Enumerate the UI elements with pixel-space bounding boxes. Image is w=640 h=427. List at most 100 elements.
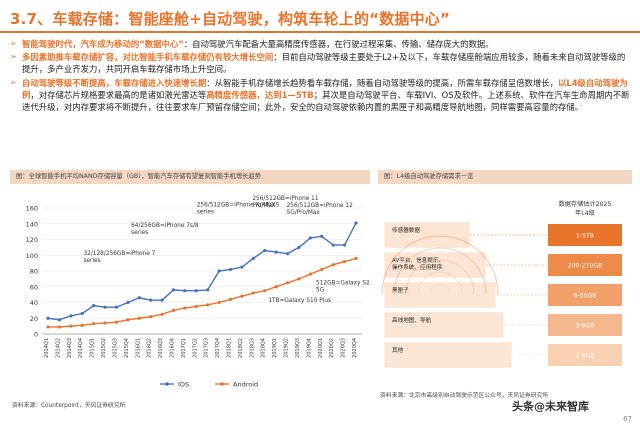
series-line: [48, 257, 357, 328]
annotation-label: 256/512GB=iPhone X/XR/XS: [197, 203, 280, 209]
y-tick-label: 120: [26, 236, 38, 244]
data-point: [137, 296, 141, 300]
x-tick-label: 2017Q2: [192, 338, 198, 358]
data-point: [320, 267, 324, 272]
y-tick-label: 160: [26, 205, 38, 213]
x-tick-label: 2020Q4: [352, 338, 358, 358]
bullet-head: 智能驾驶时代，汽车成为移动的“数据中心”: [22, 39, 184, 49]
data-point: [297, 277, 301, 281]
y-tick-label: 60: [30, 283, 38, 291]
data-point: [194, 304, 198, 309]
y-tick-label: 20: [30, 315, 38, 323]
data-point: [297, 245, 301, 249]
x-tick-label: 2015Q4: [124, 338, 130, 358]
arc-ring: [381, 235, 499, 295]
layer-label: AV平台、信息娱乐、: [392, 256, 444, 264]
x-tick-label: 2020Q1: [318, 338, 324, 358]
data-point: [354, 221, 358, 225]
data-point: [103, 321, 107, 325]
bullet-arrow-icon: ➢: [10, 77, 17, 87]
data-point: [320, 234, 324, 238]
x-tick-label: 2016Q4: [169, 338, 175, 358]
data-point: [92, 304, 96, 308]
left-source-note: 资料来源：Counterpoint，天风证券研究所: [12, 403, 126, 409]
annotation-label: series: [131, 230, 148, 236]
arc-ring: [393, 247, 487, 295]
data-point: [206, 288, 210, 292]
data-point: [171, 308, 176, 312]
data-point: [114, 320, 119, 324]
y-tick-label: 100: [26, 252, 38, 260]
data-point: [160, 298, 164, 302]
annotation-label: 64/256GB=iPhone 7s/8: [131, 223, 199, 229]
x-tick-label: 2016Q2: [147, 338, 153, 358]
layer-label: 高线地图、导航: [392, 316, 432, 324]
data-point: [126, 318, 130, 322]
bullet-body: ：自动驾驶汽车配备大量高精度传感器，在行驶过程采集、传输、储存庞大的数据。: [183, 39, 494, 49]
data-point: [137, 316, 141, 320]
x-tick-label: 2015Q2: [101, 338, 107, 358]
data-point: [160, 312, 164, 316]
data-point: [217, 300, 221, 305]
data-point: [194, 289, 198, 293]
diagram-title: 年L4级: [575, 209, 595, 217]
data-point: [149, 298, 153, 302]
data-point: [228, 297, 233, 301]
x-tick-label: 2020Q2: [329, 338, 335, 358]
bullet-body: ：目前自动驾驶等级主要处于L2+及以下，车载存储座舱端应用较多，随着未来自动驾驶…: [22, 52, 626, 75]
x-tick-label: 2014Q3: [67, 338, 73, 358]
annotation-label: Pro/Max: [252, 203, 276, 209]
y-tick-label: 0: [34, 331, 38, 339]
arc-ring: [405, 259, 475, 295]
data-point: [240, 265, 244, 269]
data-point: [103, 305, 107, 309]
annotation-label: 1TB=Galaxy S10 Plus: [268, 298, 331, 304]
bullet-body: ；其次是自动驾驶平台、车载IVI、OS及软件。上述系统、软件在汽车生命周期内不断…: [22, 89, 630, 113]
smartphone-storage-chart-panel: 图：全球智能手机平均NAND存储容量（GB），智能汽车存储有望复刻智能手机增长趋…: [10, 170, 370, 398]
y-tick-label: 140: [26, 220, 38, 228]
layer-value-box: [548, 254, 622, 276]
data-point: [171, 288, 176, 292]
data-point: [126, 300, 130, 305]
bullet-item: ➢ 多因素助推车载存储扩容，对比智能手机车载存储仍有较大增长空间：目前自动驾驶等…: [10, 51, 630, 75]
x-tick-label: 2017Q3: [204, 338, 210, 358]
layer-value-box: [548, 284, 622, 306]
y-tick-label: 40: [30, 299, 38, 307]
data-point: [69, 314, 73, 318]
data-point: [308, 272, 312, 276]
data-point: [46, 325, 50, 329]
page-number: 67: [623, 415, 632, 423]
x-tick-label: 2014Q1: [44, 338, 50, 358]
right-source-note: 资料来源：北京市高级别自动驾驶示范区公众号，天风证券研究所: [380, 393, 549, 399]
watermark: 头条@未来智库: [512, 400, 589, 413]
layer-value: 6-50GB: [573, 293, 596, 300]
annotation-label: 256/512GB=iPhone 12: [287, 203, 354, 209]
data-point: [263, 248, 267, 253]
x-tick-label: 2016Q1: [135, 338, 141, 358]
data-point: [183, 289, 187, 293]
title-divider: [0, 31, 640, 33]
data-point: [46, 316, 50, 320]
layer-value-box: [548, 224, 622, 246]
x-tick-label: 2018Q4: [261, 338, 267, 358]
data-point: [206, 303, 210, 307]
y-tick-label: 80: [30, 268, 38, 276]
bullet-arrow-icon: ➢: [10, 39, 17, 48]
annotation-label: series: [197, 210, 214, 216]
data-point: [263, 289, 267, 293]
bullet-arrow-icon: ➢: [10, 52, 17, 62]
data-point: [308, 236, 312, 240]
layer-value: 3-9GB: [575, 323, 594, 330]
layer-value: 200-270GB: [568, 263, 603, 270]
bullet-body: ：从智能手机存储增长趋势看车载存储，随着自动驾驶等级的提高，所需车载存储呈倍数增…: [206, 77, 558, 88]
bullet-list: ➢ 智能驾驶时代，汽车成为移动的“数据中心”：自动驾驶汽车配备大量高精度传感器，…: [10, 38, 630, 114]
data-point: [57, 318, 62, 322]
x-tick-label: 2014Q4: [78, 338, 84, 358]
diagram-header: 图：L4级自动驾驶存储需求一览: [378, 170, 632, 184]
data-point: [251, 291, 255, 295]
data-point: [57, 325, 62, 329]
chart-header: 图：全球智能手机平均NAND存储容量（GB），智能汽车存储有望复刻智能手机增长趋…: [10, 170, 370, 184]
x-tick-label: 2015Q1: [90, 338, 96, 358]
